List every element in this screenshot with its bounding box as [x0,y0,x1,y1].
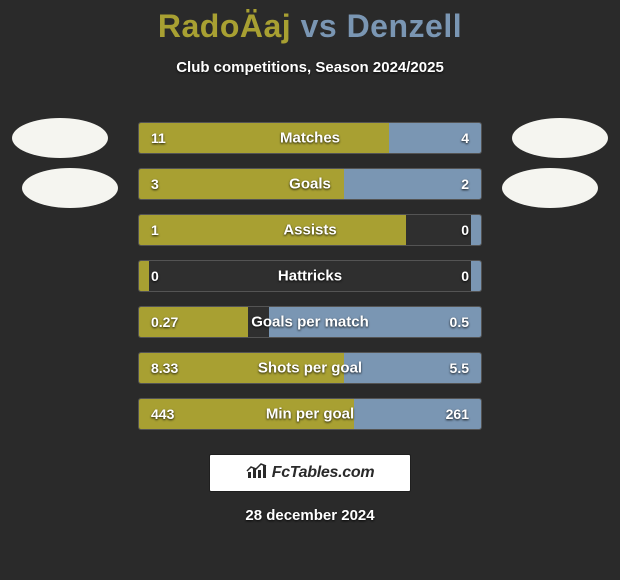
stat-row: 00Hattricks [138,260,482,292]
stat-row: 8.335.5Shots per goal [138,352,482,384]
stat-row: 443261Min per goal [138,398,482,430]
player2-avatar-top [512,118,608,158]
comparison-subtitle: Club competitions, Season 2024/2025 [0,59,620,76]
player1-avatar-top [12,118,108,158]
stat-row: 10Assists [138,214,482,246]
logo-text: FcTables.com [272,464,375,482]
stat-row: 32Goals [138,168,482,200]
fctables-logo[interactable]: FcTables.com [209,454,411,492]
stat-label: Goals per match [139,314,481,331]
chart-icon [246,462,268,485]
stat-label: Min per goal [139,406,481,423]
stats-container: 114Matches 32Goals 10Assists 00Hattricks 0.2… [138,122,482,430]
player1-avatar-bottom [22,168,118,208]
player2-avatar-bottom [502,168,598,208]
player2-name: Denzell [347,8,463,44]
player1-name: RadoÄaj [158,8,291,44]
stat-label: Hattricks [139,268,481,285]
stat-label: Shots per goal [139,360,481,377]
comparison-date: 28 december 2024 [0,507,620,524]
vs-label: vs [301,8,338,44]
stat-label: Goals [139,176,481,193]
stat-label: Matches [139,130,481,147]
comparison-title: RadoÄaj vs Denzell [0,0,620,45]
stat-row: 0.270.5Goals per match [138,306,482,338]
stat-label: Assists [139,222,481,239]
stat-row: 114Matches [138,122,482,154]
